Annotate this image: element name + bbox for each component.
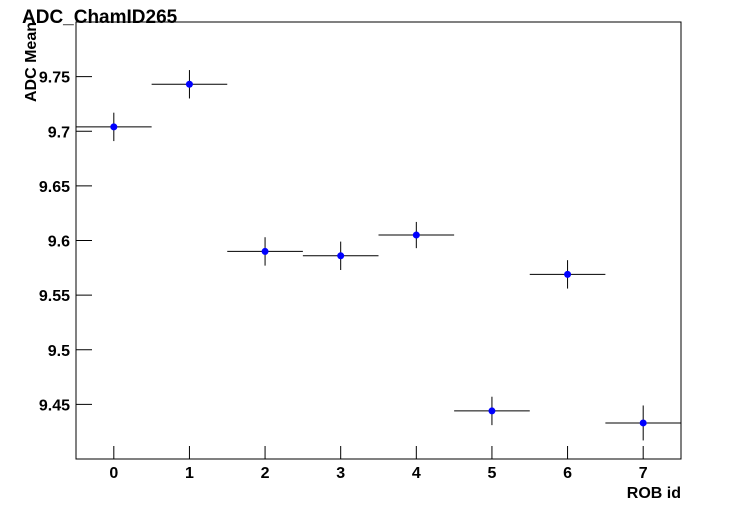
x-tick-label: 2: [261, 465, 270, 482]
data-point: [261, 247, 269, 255]
data-point: [185, 80, 193, 88]
x-tick-label: 0: [109, 465, 118, 482]
data-point: [110, 123, 118, 131]
x-tick-label: 3: [336, 465, 345, 482]
x-tick-label: 1: [185, 465, 194, 482]
y-tick-label: 9.75: [39, 70, 70, 87]
x-tick-label: 4: [412, 465, 421, 482]
y-tick-label: 9.7: [48, 124, 70, 141]
x-tick-label: 6: [563, 465, 572, 482]
data-point: [337, 252, 345, 260]
data-point: [412, 231, 420, 239]
y-tick-label: 9.55: [39, 288, 70, 305]
y-tick-label: 9.65: [39, 179, 70, 196]
data-point: [639, 419, 647, 427]
x-axis-label: ROB id: [627, 485, 681, 502]
data-point: [488, 407, 496, 415]
data-point: [564, 270, 572, 278]
y-tick-label: 9.45: [39, 397, 70, 414]
y-tick-label: 9.5: [48, 343, 70, 360]
x-tick-label: 5: [487, 465, 496, 482]
y-tick-label: 9.6: [48, 234, 70, 251]
chart-title: ADC_ChamID265: [22, 7, 178, 28]
x-tick-label: 7: [639, 465, 648, 482]
y-axis-label: ADC Mean: [23, 22, 40, 102]
